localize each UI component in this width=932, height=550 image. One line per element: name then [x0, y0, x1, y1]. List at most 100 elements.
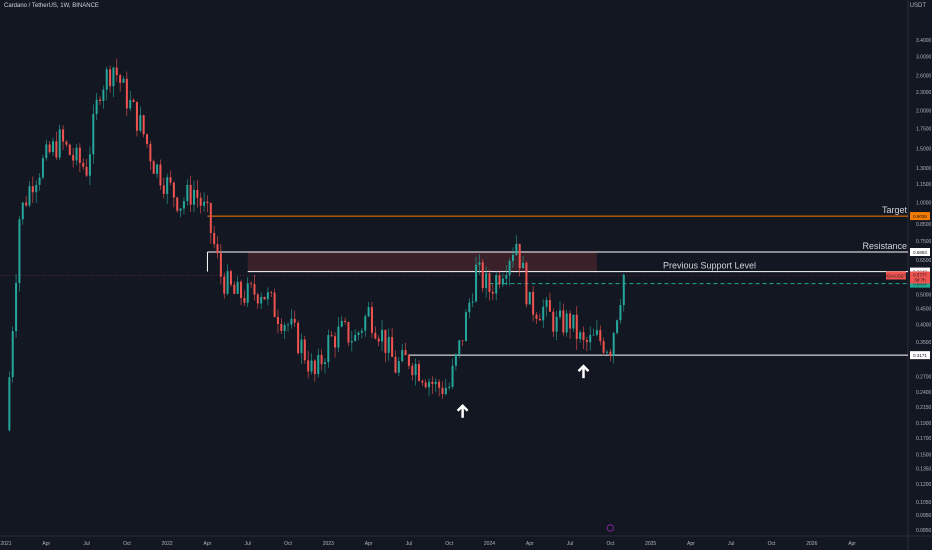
- candle-body: [556, 317, 558, 332]
- candle-body: [52, 141, 54, 152]
- x-tick-label: Oct: [123, 541, 131, 547]
- candle-body: [220, 253, 222, 276]
- candle-body: [472, 301, 474, 302]
- price-badge-label: 0.3171: [913, 353, 927, 358]
- y-tick-label: 0.1500: [916, 453, 932, 459]
- candle-body: [294, 319, 296, 323]
- candle-body: [109, 69, 111, 86]
- candle-body: [180, 208, 182, 210]
- candle-body: [176, 197, 178, 210]
- candle-body: [267, 292, 269, 299]
- candle-body: [428, 382, 430, 387]
- x-tick-label: Jul: [83, 541, 89, 547]
- y-tick-label: 0.1900: [916, 421, 932, 427]
- x-tick-label: 2025: [645, 541, 656, 547]
- candle-body: [569, 313, 571, 328]
- x-tick-label: Jul: [728, 541, 734, 547]
- candle-body: [509, 261, 511, 275]
- candle-body: [384, 330, 386, 353]
- y-tick-label: 0.1050: [916, 500, 932, 506]
- candle-body: [257, 294, 259, 303]
- candle-body: [42, 158, 44, 177]
- x-tick-label: Oct: [445, 541, 453, 547]
- candle-body: [287, 325, 289, 326]
- candle-body: [186, 185, 188, 201]
- candle-body: [200, 198, 202, 206]
- candle-body: [374, 333, 376, 339]
- candle-body: [401, 350, 403, 361]
- candle-body: [331, 335, 333, 336]
- candle-body: [65, 142, 67, 145]
- level-annotation: Resistance: [862, 241, 907, 251]
- candle-body: [465, 312, 467, 341]
- candle-body: [8, 377, 10, 430]
- price-badge-label: 0.9036: [913, 214, 927, 219]
- candle-body: [572, 315, 574, 329]
- candle-body: [371, 307, 373, 333]
- candle-body: [123, 79, 125, 83]
- candle-body: [462, 340, 464, 341]
- candle-body: [421, 381, 423, 383]
- x-tick-label: Apr: [42, 541, 50, 547]
- candle-body: [59, 129, 61, 157]
- candle-body: [378, 338, 380, 341]
- candle-body: [499, 275, 501, 284]
- candle-body: [445, 388, 447, 394]
- candle-body: [139, 115, 141, 130]
- candle-body: [129, 100, 131, 108]
- candle-body: [495, 275, 497, 293]
- candle-body: [358, 333, 360, 335]
- candle-body: [307, 360, 309, 371]
- candle-body: [35, 185, 37, 192]
- candle-body: [300, 339, 302, 353]
- candle-body: [230, 271, 232, 284]
- candle-body: [280, 324, 282, 331]
- y-tick-label: 0.1350: [916, 467, 932, 473]
- candle-body: [552, 312, 554, 332]
- candle-body: [153, 161, 155, 173]
- candle-body: [112, 68, 114, 87]
- candle-body: [173, 182, 175, 197]
- candle-body: [347, 322, 349, 342]
- candle-body: [86, 167, 88, 176]
- y-tick-label: 1.0000: [916, 201, 932, 207]
- candle-body: [458, 340, 460, 354]
- candle-body: [562, 310, 564, 332]
- y-tick-label: 0.3500: [916, 340, 932, 346]
- event-marker-icon[interactable]: [607, 525, 613, 531]
- candle-body: [79, 148, 81, 163]
- candle-body: [341, 321, 343, 327]
- candle-body: [196, 190, 198, 198]
- candle-body: [297, 323, 299, 354]
- candle-body: [391, 337, 393, 357]
- candle-body: [579, 332, 581, 339]
- candle-body: [25, 203, 27, 206]
- candle-body: [156, 164, 158, 173]
- candle-body: [49, 144, 51, 152]
- candle-body: [415, 364, 417, 375]
- candle-body: [441, 388, 443, 394]
- candle-body: [619, 305, 621, 320]
- candle-body: [566, 313, 568, 332]
- candle-body: [455, 354, 457, 366]
- price-badge-label: 0.6893: [913, 250, 927, 255]
- candle-body: [582, 332, 584, 340]
- candle-body: [448, 387, 450, 388]
- candle-body: [233, 285, 235, 294]
- candle-body: [270, 292, 272, 293]
- candle-body: [468, 303, 470, 313]
- candle-body: [223, 277, 225, 294]
- candle-body: [492, 292, 494, 294]
- candle-body: [18, 219, 20, 283]
- candle-body: [126, 79, 128, 109]
- y-tick-label: 0.8500: [916, 222, 932, 228]
- candle-body: [304, 339, 306, 360]
- candle-body: [368, 307, 370, 316]
- candle-body: [559, 310, 561, 316]
- y-tick-label: 0.0850: [916, 528, 932, 534]
- x-tick-label: Oct: [606, 541, 614, 547]
- candle-body: [532, 292, 534, 315]
- candle-body: [190, 185, 192, 205]
- x-tick-label: Jul: [567, 541, 573, 547]
